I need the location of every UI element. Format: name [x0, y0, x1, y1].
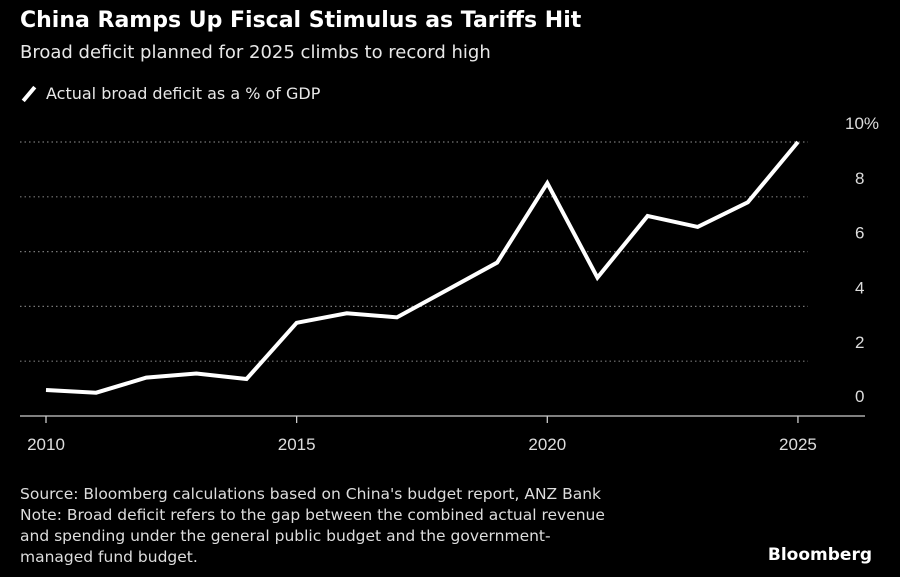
y-tick-label: 10% — [845, 114, 879, 133]
source-text: Source: Bloomberg calculations based on … — [20, 485, 602, 503]
chart-subtitle: Broad deficit planned for 2025 climbs to… — [20, 42, 491, 63]
note-line: and spending under the general public bu… — [20, 527, 551, 545]
legend: Actual broad deficit as a % of GDP — [20, 84, 320, 103]
y-tick-label: 8 — [855, 169, 864, 188]
y-tick-label: 6 — [855, 224, 864, 243]
y-tick-label: 4 — [855, 278, 864, 297]
x-tick-label: 2025 — [779, 435, 817, 454]
x-tick-label: 2010 — [27, 435, 65, 454]
y-tick-label: 0 — [855, 387, 864, 406]
footer-notes: Source: Bloomberg calculations based on … — [20, 484, 605, 568]
chart-title: China Ramps Up Fiscal Stimulus as Tariff… — [20, 8, 582, 33]
bloomberg-logo: Bloomberg — [767, 545, 872, 565]
note-line: managed fund budget. — [20, 548, 198, 566]
x-tick-label: 2020 — [528, 435, 566, 454]
note-line: Note: Broad deficit refers to the gap be… — [20, 506, 605, 524]
legend-label: Actual broad deficit as a % of GDP — [46, 84, 321, 103]
series-line — [45, 140, 800, 395]
y-tick-label: 2 — [855, 333, 864, 352]
x-tick-label: 2015 — [278, 435, 316, 454]
